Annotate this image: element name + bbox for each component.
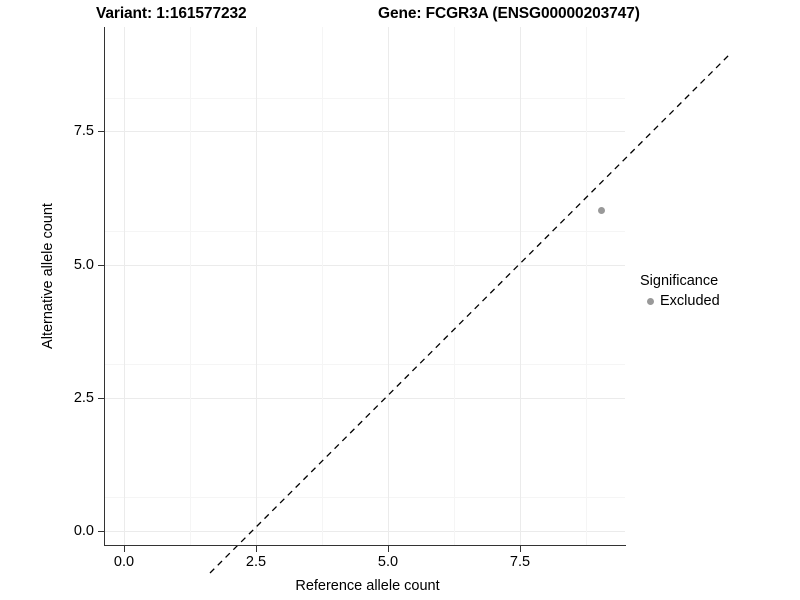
y-tick-labels: 7.5 5.0 2.5 0.0: [22, 0, 94, 600]
gridline-minor-y-3.75: [105, 364, 625, 365]
title-row: Variant: 1:161577232 Gene: FCGR3A (ENSG0…: [0, 2, 760, 26]
gridline-major-x-7.5: [520, 27, 521, 546]
gridline-major-y-5.0: [105, 265, 625, 266]
x-tick-label-7.5: 7.5: [509, 554, 531, 570]
gridline-minor-y-6.25: [105, 231, 625, 232]
gridline-major-y-0.0: [105, 531, 625, 532]
x-tick-2.5: [256, 546, 258, 552]
gridline-minor-x-8.75: [586, 27, 587, 546]
x-tick-7.5: [520, 546, 522, 552]
x-axis-title: Reference allele count: [295, 578, 440, 594]
legend-entry[interactable]: Excluded: [640, 291, 798, 311]
y-tick-label-5.0: 5.0: [73, 257, 94, 273]
y-axis-line: [104, 27, 106, 546]
gene-title: Gene: FCGR3A (ENSG00000203747): [378, 5, 640, 22]
variant-title: Variant: 1:161577232: [96, 5, 247, 22]
legend: Significance Excluded: [640, 272, 798, 311]
y-tick-7.5: [98, 131, 104, 133]
gridline-minor-y-1.25: [105, 497, 625, 498]
x-tick-5.0: [388, 546, 390, 552]
y-tick-label-2.5: 2.5: [73, 390, 94, 406]
gridline-major-y-2.5: [105, 398, 625, 399]
gridline-minor-y-8.75: [105, 98, 625, 99]
x-tick-label-2.5: 2.5: [245, 554, 267, 570]
data-point: [597, 207, 605, 215]
legend-entry-label: Excluded: [660, 293, 720, 309]
gridline-major-x-2.5: [256, 27, 257, 546]
gridline-minor-x-6.25: [454, 27, 455, 546]
legend-dot-icon: [646, 297, 654, 305]
identity-reference-line: [209, 53, 731, 574]
gridline-minor-x-3.75: [322, 27, 323, 546]
gridline-major-x-5.0: [388, 27, 389, 546]
x-tick-label-0.0: 0.0: [113, 554, 135, 570]
y-tick-label-7.5: 7.5: [73, 123, 94, 139]
legend-entries: Excluded: [640, 291, 798, 311]
x-axis-line: [104, 545, 626, 547]
x-tick-0.0: [124, 546, 126, 552]
legend-title: Significance: [640, 273, 719, 289]
plot-panel: [105, 27, 731, 574]
gridline-minor-x-1.25: [190, 27, 191, 546]
x-tick-label-5.0: 5.0: [377, 554, 399, 570]
y-tick-0.0: [98, 531, 104, 533]
legend-marker-icon: [640, 291, 660, 311]
y-tick-label-0.0: 0.0: [73, 523, 94, 539]
gridline-major-x-0.0: [124, 27, 125, 546]
y-tick-2.5: [98, 398, 104, 400]
gridline-major-y-7.5: [105, 131, 625, 132]
y-tick-5.0: [98, 265, 104, 267]
